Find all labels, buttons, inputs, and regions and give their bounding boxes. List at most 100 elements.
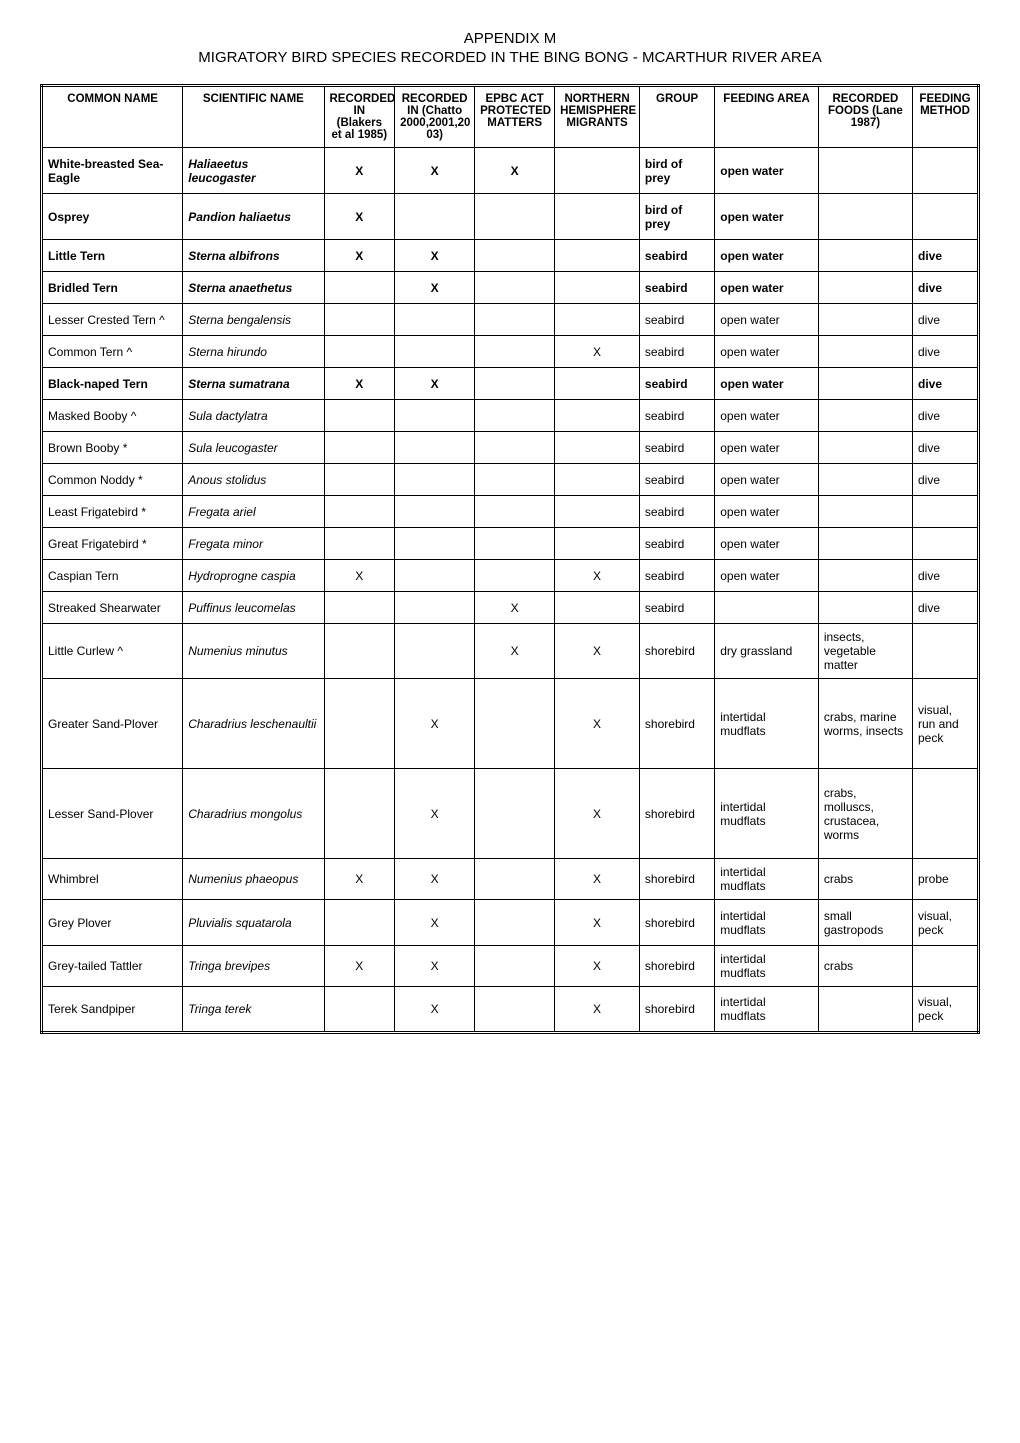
cell-common: Little Curlew ^ [42, 624, 183, 679]
col-rec2: RECORDED IN (Chatto 2000,2001,20 03) [395, 86, 475, 148]
cell-epbc [475, 368, 555, 400]
col-feedarea: FEEDING AREA [715, 86, 819, 148]
cell-rec-blakers [324, 987, 395, 1033]
cell-rec-chatto [395, 432, 475, 464]
cell-foods [818, 560, 912, 592]
cell-northern [555, 400, 640, 432]
cell-scientific: Fregata minor [183, 528, 324, 560]
table-row: Great Frigatebird *Fregata minorseabirdo… [42, 528, 979, 560]
cell-epbc [475, 560, 555, 592]
cell-group: shorebird [639, 624, 714, 679]
cell-rec-blakers: X [324, 240, 395, 272]
cell-epbc [475, 946, 555, 987]
cell-scientific: Sula leucogaster [183, 432, 324, 464]
cell-feeding-area: intertidal mudflats [715, 900, 819, 946]
cell-feeding-area: open water [715, 272, 819, 304]
cell-rec-chatto: X [395, 769, 475, 859]
cell-scientific: Anous stolidus [183, 464, 324, 496]
cell-feeding-area: open water [715, 194, 819, 240]
cell-group: seabird [639, 464, 714, 496]
cell-epbc [475, 496, 555, 528]
cell-rec-blakers [324, 432, 395, 464]
cell-feeding-area: intertidal mudflats [715, 859, 819, 900]
cell-epbc: X [475, 148, 555, 194]
cell-rec-blakers: X [324, 194, 395, 240]
table-row: White-breasted Sea-EagleHaliaeetus leuco… [42, 148, 979, 194]
table-row: Masked Booby ^Sula dactylatraseabirdopen… [42, 400, 979, 432]
cell-northern: X [555, 624, 640, 679]
cell-rec-blakers [324, 624, 395, 679]
cell-rec-chatto: X [395, 900, 475, 946]
table-row: WhimbrelNumenius phaeopusXXXshorebirdint… [42, 859, 979, 900]
cell-rec-blakers [324, 272, 395, 304]
cell-feeding-area: open water [715, 528, 819, 560]
cell-group: seabird [639, 528, 714, 560]
col-epbc: EPBC ACT PROTECTED MATTERS [475, 86, 555, 148]
col-common: COMMON NAME [42, 86, 183, 148]
table-row: Streaked ShearwaterPuffinus leucomelasXs… [42, 592, 979, 624]
cell-epbc [475, 528, 555, 560]
cell-method: dive [912, 336, 978, 368]
table-row: Common Tern ^Sterna hirundoXseabirdopen … [42, 336, 979, 368]
cell-rec-blakers [324, 528, 395, 560]
title-line-1: APPENDIX M [40, 30, 980, 47]
cell-feeding-area: open water [715, 368, 819, 400]
cell-feeding-area: open water [715, 464, 819, 496]
cell-foods: crabs [818, 859, 912, 900]
cell-epbc [475, 336, 555, 368]
cell-common: Common Noddy * [42, 464, 183, 496]
cell-method: probe [912, 859, 978, 900]
cell-foods [818, 336, 912, 368]
cell-method: dive [912, 400, 978, 432]
cell-scientific: Sterna albifrons [183, 240, 324, 272]
cell-epbc [475, 432, 555, 464]
table-row: Grey-tailed TattlerTringa brevipesXXXsho… [42, 946, 979, 987]
cell-feeding-area: open water [715, 336, 819, 368]
cell-group: bird of prey [639, 148, 714, 194]
cell-foods: crabs, marine worms, insects [818, 679, 912, 769]
cell-northern: X [555, 336, 640, 368]
cell-method [912, 496, 978, 528]
cell-common: Whimbrel [42, 859, 183, 900]
cell-common: Terek Sandpiper [42, 987, 183, 1033]
cell-northern [555, 240, 640, 272]
cell-rec-chatto [395, 464, 475, 496]
cell-foods [818, 592, 912, 624]
col-north: NORTHERN HEMISPHERE MIGRANTS [555, 86, 640, 148]
cell-group: shorebird [639, 679, 714, 769]
cell-method [912, 769, 978, 859]
cell-method [912, 946, 978, 987]
cell-feeding-area: intertidal mudflats [715, 987, 819, 1033]
cell-feeding-area: open water [715, 496, 819, 528]
cell-scientific: Numenius minutus [183, 624, 324, 679]
cell-foods [818, 368, 912, 400]
table-row: Greater Sand-PloverCharadrius leschenaul… [42, 679, 979, 769]
cell-scientific: Pandion haliaetus [183, 194, 324, 240]
cell-group: seabird [639, 336, 714, 368]
title-line-2: MIGRATORY BIRD SPECIES RECORDED IN THE B… [40, 49, 980, 66]
cell-common: Caspian Tern [42, 560, 183, 592]
cell-common: Common Tern ^ [42, 336, 183, 368]
cell-epbc [475, 464, 555, 496]
cell-rec-chatto: X [395, 987, 475, 1033]
cell-rec-chatto: X [395, 679, 475, 769]
table-row: Lesser Crested Tern ^Sterna bengalensiss… [42, 304, 979, 336]
cell-group: bird of prey [639, 194, 714, 240]
cell-northern: X [555, 946, 640, 987]
cell-northern: X [555, 859, 640, 900]
cell-northern [555, 592, 640, 624]
cell-group: seabird [639, 496, 714, 528]
cell-rec-blakers [324, 900, 395, 946]
cell-method [912, 528, 978, 560]
col-sci: SCIENTIFIC NAME [183, 86, 324, 148]
cell-epbc [475, 900, 555, 946]
cell-method: visual, peck [912, 900, 978, 946]
cell-rec-blakers: X [324, 859, 395, 900]
document-title: APPENDIX M MIGRATORY BIRD SPECIES RECORD… [40, 30, 980, 66]
cell-rec-blakers [324, 679, 395, 769]
cell-common: Least Frigatebird * [42, 496, 183, 528]
cell-northern [555, 194, 640, 240]
cell-group: shorebird [639, 900, 714, 946]
species-table: COMMON NAME SCIENTIFIC NAME RECORDED IN … [40, 84, 980, 1034]
cell-northern [555, 464, 640, 496]
